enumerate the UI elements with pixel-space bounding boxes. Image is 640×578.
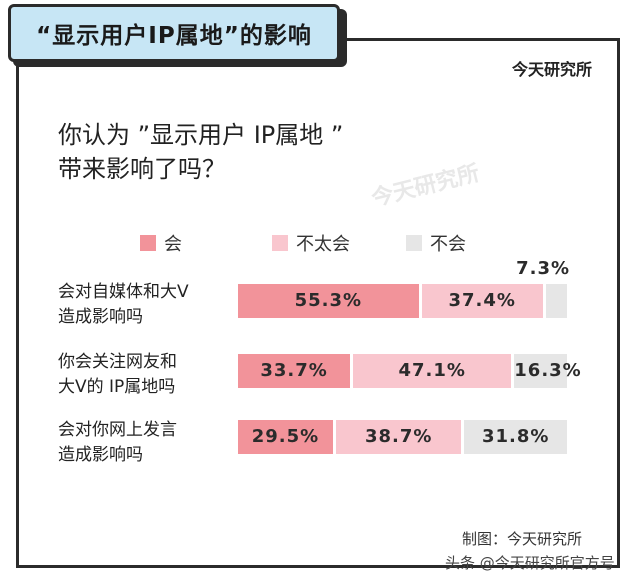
bar-segment-2-2 — [464, 420, 567, 454]
data-label-2-1: 38.7% — [364, 426, 433, 447]
legend-item-hui: 会 — [140, 230, 182, 256]
bar-segment-0-2 — [545, 284, 567, 318]
bar-segment-1-0 — [238, 354, 351, 388]
brand-label: 今天研究所 — [512, 60, 593, 79]
legend-item-butaihui: 不太会 — [272, 230, 350, 256]
question-text: 你认为 ”显示用户 IP属地 ” 带来影响了吗？ — [58, 118, 343, 186]
data-label-1-0: 33.7% — [260, 360, 328, 381]
category-label-1-line-2: 大V的 IP属地吗 — [58, 377, 176, 397]
category-label-1: 你会关注网友和 大V的 IP属地吗 — [58, 350, 228, 400]
category-label-0-line-2: 造成影响吗 — [58, 307, 143, 327]
category-label-1-line-1: 你会关注网友和 — [58, 352, 177, 372]
bar-segment-1-1 — [353, 354, 512, 388]
legend-label-hui: 会 — [164, 234, 182, 255]
credit-label: 制图：今天研究所 — [462, 530, 583, 548]
footer-watermark: 头条 @今天研究所官方号 — [445, 554, 615, 572]
data-label-1-2: 16.3% — [514, 360, 582, 381]
data-label-2-0: 29.5% — [251, 426, 320, 447]
question-line-1: 你认为 ”显示用户 IP属地 ” — [58, 121, 344, 149]
bar-segment-0-0 — [238, 284, 419, 318]
category-label-2: 会对你网上发言 造成影响吗 — [58, 418, 228, 468]
category-label-2-line-2: 造成影响吗 — [58, 445, 143, 465]
data-label-2-2: 31.8% — [481, 426, 550, 447]
data-label-1-1: 47.1% — [398, 360, 466, 381]
legend-label-butaihui: 不太会 — [296, 234, 350, 255]
data-label-0-0: 55.3% — [294, 290, 363, 311]
data-label-0-1: 37.4% — [448, 290, 516, 311]
legend-label-buhui: 不会 — [430, 234, 466, 255]
category-label-2-line-1: 会对你网上发言 — [58, 420, 177, 440]
question-line-2: 带来影响了吗？ — [58, 155, 226, 183]
data-label-0-2: 7.3% — [516, 258, 570, 279]
category-label-0-line-1: 会对自媒体和大V — [58, 282, 189, 302]
category-label-0: 会对自媒体和大V 造成影响吗 — [58, 280, 228, 330]
legend-swatch-butaihui — [272, 235, 288, 251]
legend-swatch-buhui — [406, 235, 422, 251]
bar-segment-0-1 — [421, 284, 543, 318]
legend-swatch-hui — [140, 235, 156, 251]
bar-segment-2-1 — [335, 420, 462, 454]
chart-title: “显示用户IP属地”的影响 — [8, 4, 340, 62]
bar-segment-2-0 — [238, 420, 333, 454]
bar-segment-1-2 — [514, 354, 567, 388]
legend-item-buhui: 不会 — [406, 230, 466, 256]
